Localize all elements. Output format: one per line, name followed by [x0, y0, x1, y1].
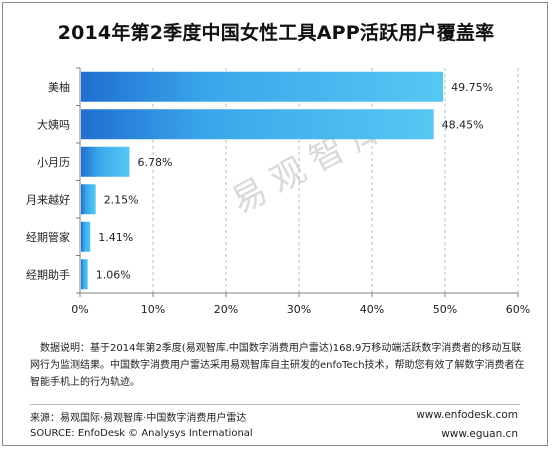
url-enfodesk[interactable]: www.enfodesk.com — [416, 409, 518, 421]
bar — [81, 146, 130, 177]
x-tick-label: 40% — [360, 303, 384, 316]
value-label: 49.75% — [451, 81, 493, 94]
footer-divider — [30, 404, 520, 405]
x-tick-label: 20% — [214, 303, 238, 316]
category-label: 小月历 — [37, 156, 70, 169]
x-tick-label: 10% — [141, 303, 165, 316]
category-label: 月来越好 — [26, 192, 70, 206]
category-label: 美柚 — [48, 80, 70, 94]
value-label: 1.06% — [96, 268, 131, 281]
data-note: 数据说明：基于2014年第2季度(易观智库.中国数字消费用户雷达)168.9万移… — [30, 343, 525, 388]
url-eguan[interactable]: www.eguan.cn — [441, 428, 518, 440]
source-en: SOURCE: EnfoDesk © Analysys Internationa… — [30, 428, 253, 439]
bar — [81, 109, 434, 140]
category-label: 大姨吗 — [37, 117, 70, 131]
value-label: 1.41% — [98, 231, 133, 244]
value-label: 48.45% — [442, 118, 484, 131]
x-tick-label: 0% — [71, 303, 88, 316]
category-label: 经期助手 — [26, 267, 70, 281]
bar — [81, 71, 444, 102]
chart-title: 2014年第2季度中国女性工具APP活跃用户覆盖率 — [57, 22, 495, 44]
value-label: 6.78% — [137, 156, 172, 169]
x-tick-label: 30% — [287, 303, 311, 316]
x-tick-label: 60% — [506, 303, 530, 316]
value-label: 2.15% — [104, 193, 139, 206]
bar — [81, 184, 96, 215]
bar — [81, 221, 91, 252]
x-tick-label: 50% — [433, 303, 457, 316]
category-label: 经期管家 — [26, 230, 70, 244]
source-cn: 来源：易观国际·易观智库·中国数字消费用户雷达 — [30, 413, 247, 424]
bar — [81, 259, 88, 290]
